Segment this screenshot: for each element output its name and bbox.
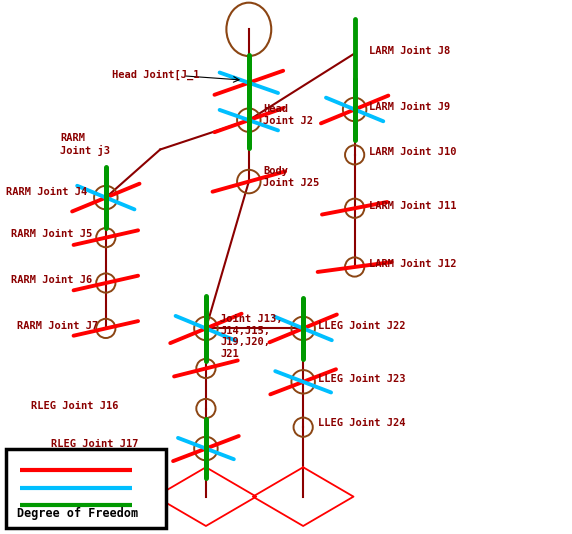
Text: RARM
Joint j3: RARM Joint j3 [60,133,110,155]
Text: Joint J13,
J14,J15,
J19,J20,
J21: Joint J13, J14,J15, J19,J20, J21 [220,314,283,359]
Text: LARM Joint J11: LARM Joint J11 [369,201,456,210]
Text: RARM Joint J4: RARM Joint J4 [6,187,87,197]
Text: Head
Joint J2: Head Joint J2 [263,104,313,125]
Text: LARM Joint J9: LARM Joint J9 [369,102,450,112]
Text: RARM Joint J7: RARM Joint J7 [17,321,98,331]
Text: LLEG Joint J24: LLEG Joint J24 [318,418,406,428]
Text: LLEG Joint J22: LLEG Joint J22 [318,321,406,331]
Text: Body
Joint J25: Body Joint J25 [263,167,319,188]
Text: RARM Joint J5: RARM Joint J5 [11,229,93,239]
FancyBboxPatch shape [6,449,166,528]
Text: RLEG Joint J16: RLEG Joint J16 [31,401,119,411]
Text: LARM Joint J10: LARM Joint J10 [369,147,456,157]
Text: LARM Joint J12: LARM Joint J12 [369,260,456,269]
Text: LLEG Joint J23: LLEG Joint J23 [318,374,406,384]
Text: Degree of Freedom: Degree of Freedom [17,507,138,520]
Text: RLEG Joint J18: RLEG Joint J18 [43,472,130,481]
Text: RLEG Joint J17: RLEG Joint J17 [51,439,139,449]
Text: LARM Joint J8: LARM Joint J8 [369,46,450,56]
Text: RARM Joint J6: RARM Joint J6 [11,276,93,285]
Text: Head Joint[J_1: Head Joint[J_1 [112,69,199,80]
